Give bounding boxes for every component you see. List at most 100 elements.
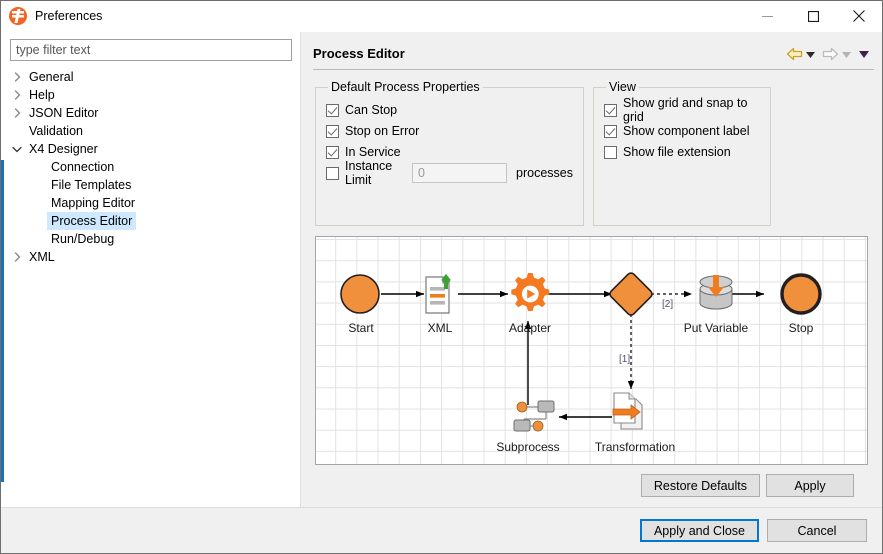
sidebar-item-file-templates[interactable]: File Templates — [1, 176, 300, 194]
checkbox-icon[interactable] — [326, 103, 339, 117]
page-title: Process Editor — [313, 46, 405, 61]
instance-limit-label: Instance Limit — [345, 159, 393, 187]
sidebar-item-label: Run/Debug — [51, 232, 115, 246]
sidebar-item-label: File Templates — [51, 178, 132, 192]
chevron-down-icon — [842, 51, 851, 58]
checkbox-instance-limit[interactable] — [326, 166, 339, 180]
sidebar-item-label: Validation — [29, 124, 83, 138]
checkbox-label: Can Stop — [345, 103, 398, 117]
checkbox-show-component-label[interactable]: Show component label — [604, 121, 760, 141]
checkbox-icon[interactable] — [604, 103, 617, 117]
sidebar-scroll-indicator[interactable] — [1, 160, 4, 482]
close-button[interactable] — [836, 1, 882, 32]
branch-label-1: [1] — [619, 354, 631, 365]
sidebar-item-label: Mapping Editor — [51, 196, 136, 210]
x4-logo-icon — [9, 7, 27, 25]
search-input[interactable] — [10, 39, 292, 61]
group-legend: View — [609, 80, 636, 94]
sidebar-item-label: X4 Designer — [29, 142, 98, 156]
close-icon — [853, 10, 865, 22]
sidebar-item-xml[interactable]: XML — [1, 248, 300, 266]
checkbox-can-stop[interactable]: Can Stop — [326, 100, 573, 120]
preferences-tree: General Help JSON Editor Validation X4 Desig… — [1, 67, 300, 507]
checkbox-icon[interactable] — [604, 124, 617, 138]
forward-arrow-icon — [822, 47, 839, 60]
sidebar-item-general[interactable]: General — [1, 68, 300, 86]
chevron-right-icon[interactable] — [9, 72, 25, 82]
decision-diamond-icon — [609, 272, 653, 316]
preference-page: Process Editor — [301, 32, 882, 507]
sidebar-item-label: JSON Editor — [29, 106, 99, 120]
node-label-adapter: Adapter — [508, 321, 552, 335]
process-diagram — [340, 272, 822, 432]
checkbox-label: Stop on Error — [345, 124, 420, 138]
cancel-button[interactable]: Cancel — [767, 519, 867, 542]
start-circle-icon — [340, 274, 380, 314]
apply-and-close-button[interactable]: Apply and Close — [639, 519, 759, 542]
pane-splitter[interactable] — [300, 32, 301, 507]
chevron-right-icon[interactable] — [9, 90, 25, 100]
forward-button[interactable] — [822, 47, 839, 61]
chevron-right-icon[interactable] — [9, 108, 25, 118]
forward-history-button[interactable] — [842, 47, 851, 61]
chevron-down-icon[interactable] — [9, 146, 25, 153]
checkbox-stop-on-error[interactable]: Stop on Error — [326, 121, 573, 141]
back-arrow-icon — [786, 47, 803, 60]
back-button[interactable] — [786, 47, 803, 61]
checkbox-in-service[interactable]: In Service — [326, 142, 573, 162]
transformation-icon — [612, 392, 643, 430]
checkbox-icon[interactable] — [326, 145, 339, 159]
window-title: Preferences — [35, 9, 103, 23]
sidebar-item-label: Process Editor — [47, 212, 137, 230]
instance-limit-input[interactable] — [412, 163, 508, 183]
checkbox-show-file-extension[interactable]: Show file extension — [604, 142, 760, 162]
subprocess-icon — [513, 400, 555, 432]
node-label-stop: Stop — [788, 321, 814, 335]
page-menu-button[interactable] — [859, 47, 869, 61]
adapter-gear-icon — [511, 273, 550, 311]
stop-circle-icon — [780, 273, 822, 315]
dialog-body: General Help JSON Editor Validation X4 Desig… — [1, 32, 882, 507]
restore-defaults-button[interactable]: Restore Defaults — [640, 474, 760, 497]
sidebar-item-json-editor[interactable]: JSON Editor — [1, 104, 300, 122]
preferences-sidebar: General Help JSON Editor Validation X4 Desig… — [1, 32, 301, 507]
sidebar-item-connection[interactable]: Connection — [1, 158, 300, 176]
checkbox-show-grid[interactable]: Show grid and snap to grid — [604, 96, 760, 124]
chevron-down-icon — [859, 50, 869, 58]
minimize-icon — [761, 15, 773, 17]
xml-document-icon — [425, 273, 451, 314]
checkbox-icon[interactable] — [604, 145, 617, 159]
sidebar-item-x4-designer[interactable]: X4 Designer — [1, 140, 300, 158]
minimize-button[interactable] — [744, 1, 790, 32]
sidebar-item-mapping-editor[interactable]: Mapping Editor — [1, 194, 300, 212]
page-header: Process Editor — [313, 40, 874, 70]
maximize-button[interactable] — [790, 1, 836, 32]
node-label-xml: XML — [427, 321, 453, 335]
instance-limit-row: Instance Limit processes — [326, 159, 573, 187]
checkbox-icon[interactable] — [326, 124, 339, 138]
branch-label-2: [2] — [662, 299, 674, 310]
process-preview-canvas[interactable]: Start XML Adapter Put Variable Stop Subp… — [315, 236, 868, 465]
default-process-properties-group: Default Process Properties Can Stop Stop… — [315, 80, 584, 226]
sidebar-item-validation[interactable]: Validation — [1, 122, 300, 140]
sidebar-item-label: Help — [29, 88, 55, 102]
checkbox-label: In Service — [345, 145, 401, 159]
sidebar-item-label: XML — [29, 250, 55, 264]
sidebar-item-label: General — [29, 70, 74, 84]
sidebar-item-process-editor[interactable]: Process Editor — [1, 212, 300, 230]
back-history-button[interactable] — [806, 47, 815, 61]
maximize-icon — [807, 10, 819, 22]
sidebar-item-help[interactable]: Help — [1, 86, 300, 104]
chevron-right-icon[interactable] — [9, 252, 25, 262]
sidebar-item-run-debug[interactable]: Run/Debug — [1, 230, 300, 248]
instance-limit-suffix: processes — [516, 166, 573, 180]
put-variable-icon — [699, 275, 733, 310]
page-action-row: Restore Defaults Apply — [315, 465, 868, 506]
title-bar: Preferences — [1, 1, 882, 32]
settings-groups: Default Process Properties Can Stop Stop… — [315, 80, 868, 226]
node-label-start: Start — [348, 321, 374, 335]
apply-button[interactable]: Apply — [766, 474, 854, 497]
checkbox-label: Show grid and snap to grid — [623, 96, 748, 124]
page-content: Default Process Properties Can Stop Stop… — [301, 70, 882, 507]
checkbox-label: Show component label — [623, 124, 750, 138]
